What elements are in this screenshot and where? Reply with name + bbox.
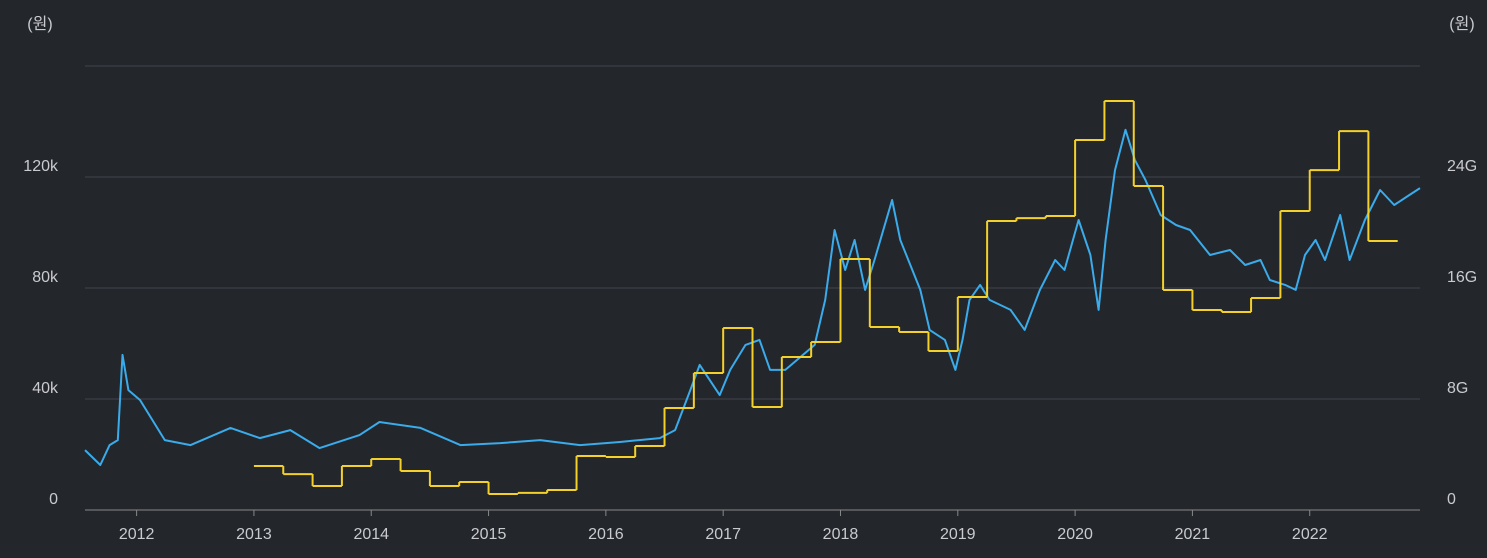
x-tick-label: 2012 [119,526,155,543]
x-tick-label: 2020 [1057,526,1093,543]
y-axis-unit: (원) [27,15,52,33]
x-tick-label: 2015 [471,526,507,543]
y2-tick-label: 8G [1447,380,1468,397]
y2-tick-label: 16G [1447,269,1477,286]
y2-axis-unit: (원) [1449,15,1474,33]
x-tick-label: 2021 [1175,526,1211,543]
x-tick-label: 2022 [1292,526,1328,543]
y-tick-label: 120k [23,158,59,175]
x-tick-label: 2016 [588,526,624,543]
x-tick-label: 2017 [705,526,741,543]
x-tick-label: 2013 [236,526,272,543]
y2-tick-label: 0 [1447,491,1456,508]
x-tick-label: 2014 [353,526,389,543]
x-tick-label: 2019 [940,526,976,543]
y-tick-label: 80k [32,269,59,286]
y2-tick-label: 24G [1447,158,1477,175]
y-tick-label: 0 [49,491,58,508]
price-line [84,128,1421,466]
y-tick-label: 40k [32,380,59,397]
x-tick-label: 2018 [823,526,859,543]
